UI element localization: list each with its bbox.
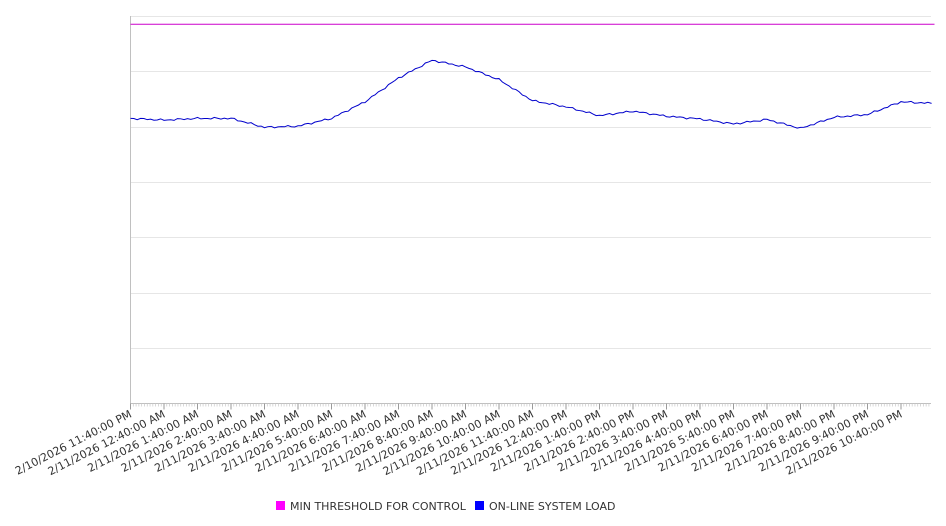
- axes: [130, 16, 931, 410]
- legend-label: MIN THRESHOLD FOR CONTROL: [290, 500, 467, 513]
- series-lines: [130, 23, 935, 129]
- x-tick-labels: 2/10/2026 11:40:00 PM2/11/2026 12:40:00 …: [13, 408, 904, 479]
- grid-lines: [130, 16, 931, 349]
- legend-label: ON-LINE SYSTEM LOAD: [489, 500, 615, 513]
- legend: MIN THRESHOLD FOR CONTROL ON-LINE SYSTEM …: [276, 500, 615, 513]
- series-line-online-system-load: [130, 59, 932, 129]
- legend-swatch: [475, 501, 484, 510]
- legend-swatch: [276, 501, 285, 510]
